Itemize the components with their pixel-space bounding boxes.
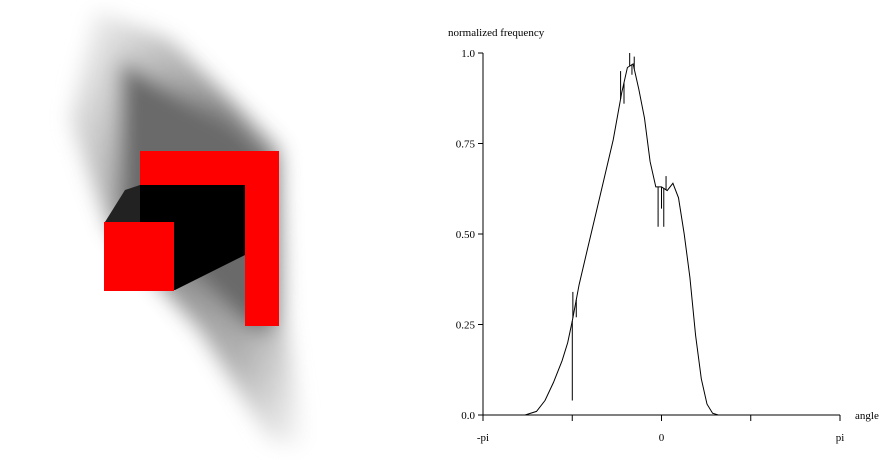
y-tick-label: 1.0 <box>461 48 475 60</box>
y-tick-label: 0.25 <box>456 320 476 332</box>
frequency-chart: normalized frequency angle 0.00.250.500.… <box>448 27 879 444</box>
series-layer <box>483 53 840 416</box>
series-line <box>483 63 840 416</box>
y-ticks: 0.0 0.25 0.50 0.75 1.0 <box>456 48 483 422</box>
y-tick-label: 0.50 <box>456 229 476 241</box>
y-tick-label: 0.75 <box>456 139 476 151</box>
x-axis-title: angle <box>855 410 879 422</box>
red-bracket-shape <box>140 151 279 326</box>
red-square-shape <box>104 222 174 291</box>
y-tick-label: 0.0 <box>461 410 475 422</box>
shadow-image-panel <box>70 10 305 450</box>
x-ticks: -pi 0 pi <box>477 415 844 444</box>
x-tick-label: 0 <box>659 432 665 444</box>
x-tick-label: -pi <box>477 432 489 444</box>
x-tick-label: pi <box>836 432 845 444</box>
y-axis-title: normalized frequency <box>448 27 545 39</box>
